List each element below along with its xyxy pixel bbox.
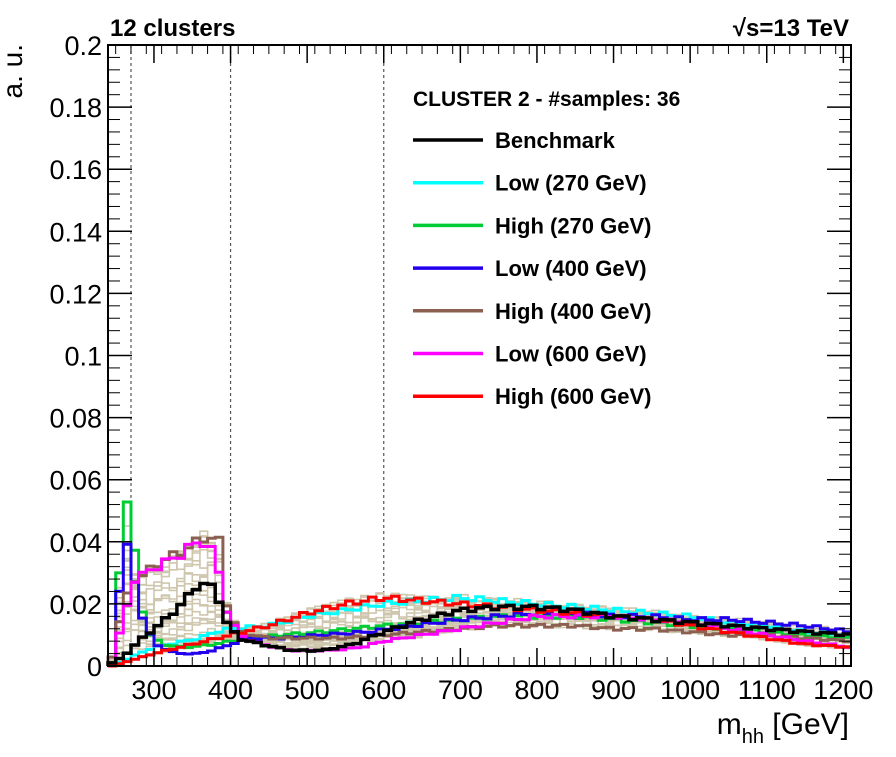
legend-label-3: Low (400 GeV) xyxy=(495,256,647,281)
x-tick-label: 1100 xyxy=(738,675,796,705)
series-line-0 xyxy=(106,581,851,666)
legend-label-6: High (600 GeV) xyxy=(495,384,651,409)
legend-title: CLUSTER 2 - #samples: 36 xyxy=(413,88,680,111)
y-tick-label: 0 xyxy=(87,652,102,682)
x-tick-label: 900 xyxy=(591,675,636,705)
chart-title-left: 12 clusters xyxy=(110,15,235,42)
data-series xyxy=(106,500,851,668)
x-axis-label-sub: hh xyxy=(742,726,764,748)
legend-label-2: High (270 GeV) xyxy=(495,213,651,238)
y-tick-label: 0.18 xyxy=(49,93,102,123)
y-axis-label: a. u. xyxy=(0,44,28,98)
y-tick-label: 0.04 xyxy=(49,528,102,558)
x-tick-label: 800 xyxy=(514,675,559,705)
x-tick-label: 500 xyxy=(285,675,330,705)
y-tick-label: 0.06 xyxy=(49,466,102,496)
x-tick-label: 1200 xyxy=(813,675,873,705)
y-tick-label: 0.12 xyxy=(49,279,102,309)
y-tick-label: 0.02 xyxy=(49,590,102,620)
legend-label-0: Benchmark xyxy=(495,128,616,153)
y-tick-label: 0.1 xyxy=(64,342,102,372)
x-tick-label: 1000 xyxy=(660,675,720,705)
x-tick-label: 400 xyxy=(208,675,253,705)
x-axis-label-main: m xyxy=(717,708,742,741)
x-axis-label: mhh [GeV] xyxy=(717,708,849,748)
x-tick-label: 700 xyxy=(438,675,483,705)
series-line-5 xyxy=(106,541,851,666)
x-tick-label: 600 xyxy=(361,675,406,705)
series-line-3 xyxy=(106,542,851,666)
legend-label-4: High (400 GeV) xyxy=(495,299,651,324)
y-tick-label: 0.08 xyxy=(49,404,102,434)
x-axis-label-unit: [GeV] xyxy=(764,708,849,741)
legend-label-1: Low (270 GeV) xyxy=(495,171,647,196)
legend-label-5: Low (600 GeV) xyxy=(495,342,647,367)
x-tick-label: 300 xyxy=(131,675,176,705)
y-tick-label: 0.16 xyxy=(49,155,102,185)
axes: 300 400 500 600 700 800 900 1000 1100 1200 0 0.02 0.… xyxy=(49,31,873,705)
y-tick-label: 0.14 xyxy=(49,217,102,247)
y-tick-label: 0.2 xyxy=(64,31,102,61)
legend: CLUSTER 2 - #samples: 36 Benchmark Low (2… xyxy=(413,88,680,409)
chart-title-right: √s=13 TeV xyxy=(733,15,849,42)
